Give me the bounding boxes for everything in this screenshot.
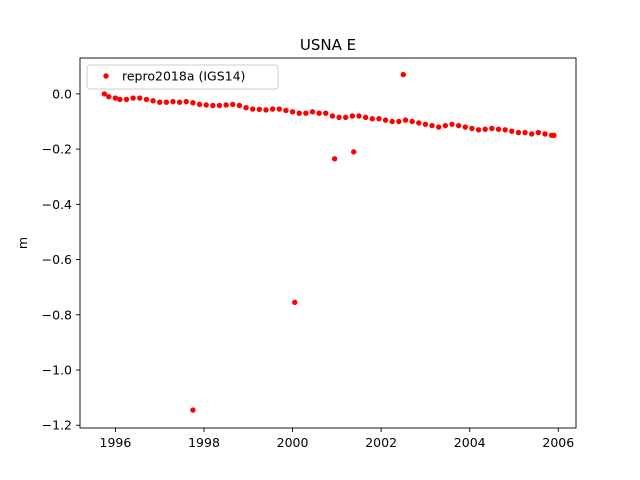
data-point — [303, 110, 309, 116]
data-point — [163, 99, 170, 105]
y-tick-label: −0.8 — [42, 307, 72, 322]
data-point — [236, 102, 243, 109]
data-point — [283, 107, 289, 114]
data-point — [117, 96, 123, 103]
data-point — [123, 96, 130, 103]
legend: repro2018a (IGS14) — [86, 64, 279, 90]
data-point — [369, 116, 375, 122]
data-point — [350, 149, 357, 155]
data-point — [210, 102, 216, 109]
data-point — [323, 110, 329, 116]
data-point — [362, 114, 369, 121]
data-point — [376, 116, 382, 122]
x-tick-label: 1998 — [188, 435, 220, 450]
data-point — [276, 106, 282, 112]
data-point — [542, 131, 548, 137]
data-point — [331, 156, 338, 162]
x-axis-ticks: 1996 1998 2000 2002 2004 2006 — [100, 428, 574, 450]
x-tick-label: 2002 — [365, 435, 397, 450]
data-point — [196, 101, 203, 108]
data-point — [130, 95, 136, 101]
x-tick-label: 2004 — [454, 435, 486, 450]
y-tick-label: 0.0 — [52, 86, 72, 101]
legend-box — [86, 64, 279, 90]
chart-title: USNA E — [300, 36, 356, 54]
legend-label: repro2018a (IGS14) — [122, 69, 245, 84]
data-point — [309, 109, 316, 115]
data-point — [495, 126, 502, 132]
data-point — [409, 118, 415, 125]
data-point — [522, 129, 528, 136]
data-point — [143, 96, 150, 103]
data-point — [243, 105, 249, 111]
data-point — [150, 98, 156, 104]
data-point — [389, 118, 395, 125]
y-tick-label: −1.2 — [42, 418, 72, 433]
data-point — [489, 125, 495, 132]
x-tick-label: 2006 — [542, 435, 574, 450]
data-point — [382, 117, 389, 123]
data-point — [402, 117, 409, 123]
y-axis-label: m — [15, 237, 30, 249]
data-points — [101, 71, 557, 413]
x-tick-label: 2000 — [277, 435, 309, 450]
data-point — [449, 121, 455, 127]
data-point — [157, 99, 163, 105]
data-point — [515, 129, 522, 136]
data-point — [416, 120, 422, 126]
data-point — [263, 107, 269, 113]
data-point — [475, 127, 482, 133]
data-point — [112, 95, 119, 101]
data-point — [482, 126, 488, 132]
data-point — [176, 99, 183, 105]
data-point — [250, 106, 256, 112]
data-point — [551, 132, 557, 139]
data-point — [137, 95, 143, 101]
data-point — [203, 102, 209, 108]
data-point — [442, 122, 449, 129]
data-point — [535, 129, 542, 136]
data-point — [216, 102, 223, 109]
data-point — [170, 98, 176, 105]
data-point — [289, 109, 296, 115]
data-point — [101, 91, 108, 97]
data-point — [343, 114, 349, 121]
y-tick-label: −0.6 — [42, 252, 72, 267]
data-point — [509, 128, 515, 134]
plot-frame — [79, 57, 577, 429]
y-axis-ticks: 0.0 −0.2 −0.4 −0.6 −0.8 −1.0 −1.2 — [42, 86, 80, 433]
data-point — [329, 113, 336, 119]
legend-marker — [103, 73, 109, 79]
data-point — [183, 98, 189, 105]
data-point — [436, 124, 442, 130]
data-point — [455, 122, 462, 129]
data-point — [296, 110, 302, 116]
data-point — [269, 106, 276, 112]
x-tick-label: 1996 — [100, 435, 132, 450]
plot-background — [80, 58, 576, 428]
data-point — [336, 114, 342, 121]
data-point — [190, 407, 196, 413]
data-point — [356, 113, 362, 119]
data-point — [349, 113, 356, 119]
data-point — [316, 110, 322, 116]
data-point — [106, 93, 112, 100]
data-point — [256, 106, 263, 113]
data-point — [422, 121, 429, 127]
data-point — [190, 100, 196, 106]
data-point — [223, 102, 229, 108]
data-point — [502, 127, 508, 133]
y-tick-label: −0.4 — [42, 197, 72, 212]
data-point — [462, 124, 468, 130]
data-point — [230, 101, 236, 108]
data-point — [292, 299, 298, 306]
data-point — [396, 118, 402, 125]
y-tick-label: −0.2 — [42, 142, 72, 157]
data-point — [429, 122, 435, 129]
y-tick-label: −1.0 — [42, 363, 72, 378]
data-point — [469, 125, 475, 132]
data-point — [400, 71, 406, 78]
data-point — [529, 131, 535, 137]
